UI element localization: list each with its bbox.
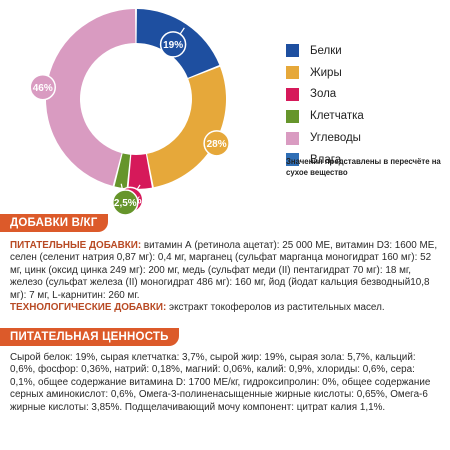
nutritional-additives-label: ПИТАТЕЛЬНЫЕ ДОБАВКИ:	[10, 240, 142, 251]
legend-swatch	[286, 87, 299, 101]
legend-swatch	[286, 66, 299, 80]
legend-label: Клетчатка	[310, 110, 364, 123]
additives-heading: ДОБАВКИ В/КГ	[0, 214, 108, 232]
nutrition-text: Сырой белок: 19%, сырая клетчатка: 3,7%,…	[10, 352, 431, 413]
chart-legend: Белки Жиры Зола Клетчатка Углеводы Влага	[286, 40, 446, 171]
donut-slice	[46, 9, 136, 186]
legend-swatch	[286, 109, 299, 123]
data-label: 46%	[33, 83, 53, 94]
legend-label: Белки	[310, 44, 342, 57]
legend-label: Влага	[310, 153, 342, 166]
donut-slice	[147, 66, 226, 188]
legend-swatch	[286, 131, 299, 145]
legend-item: Углеводы	[286, 127, 446, 149]
data-label-badge	[29, 73, 56, 101]
donut-slice	[128, 154, 152, 190]
data-label: 19%	[163, 40, 183, 51]
technological-additives-text: экстракт токоферолов из растительных мас…	[166, 302, 385, 314]
legend-label: Зола	[310, 88, 337, 101]
data-label: 2,5%	[114, 198, 137, 209]
data-label: 28%	[207, 139, 227, 150]
nutrition-heading: ПИТАТЕЛЬНАЯ ЦЕННОСТЬ	[0, 328, 179, 346]
legend-note: Значения представлены в пересчёте на сух…	[286, 157, 441, 177]
legend-item: Влага	[286, 149, 446, 171]
legend-item: Белки	[286, 40, 446, 62]
legend-label: Углеводы	[310, 132, 361, 145]
legend-item: Жиры	[286, 62, 446, 84]
legend-item: Зола	[286, 84, 446, 106]
nutritional-additives-text: витамин А (ретинола ацетат): 25 000 МЕ, …	[10, 240, 438, 301]
legend-swatch	[286, 153, 299, 167]
data-label-badge	[159, 31, 187, 58]
data-label-badge	[112, 189, 139, 216]
additives-text: ПИТАТЕЛЬНЫЕ ДОБАВКИ: витамин А (ретинола…	[10, 240, 442, 314]
donut-chart: 19%28%4,5%2,5%46%	[29, 9, 230, 216]
technological-additives-label: ТЕХНОЛОГИЧЕСКИЕ ДОБАВКИ:	[10, 302, 167, 314]
data-label-badge	[203, 130, 230, 157]
legend-item: Клетчатка	[286, 105, 446, 127]
legend-label: Жиры	[310, 66, 342, 79]
legend-swatch	[286, 44, 299, 58]
donut-slice	[114, 153, 131, 189]
